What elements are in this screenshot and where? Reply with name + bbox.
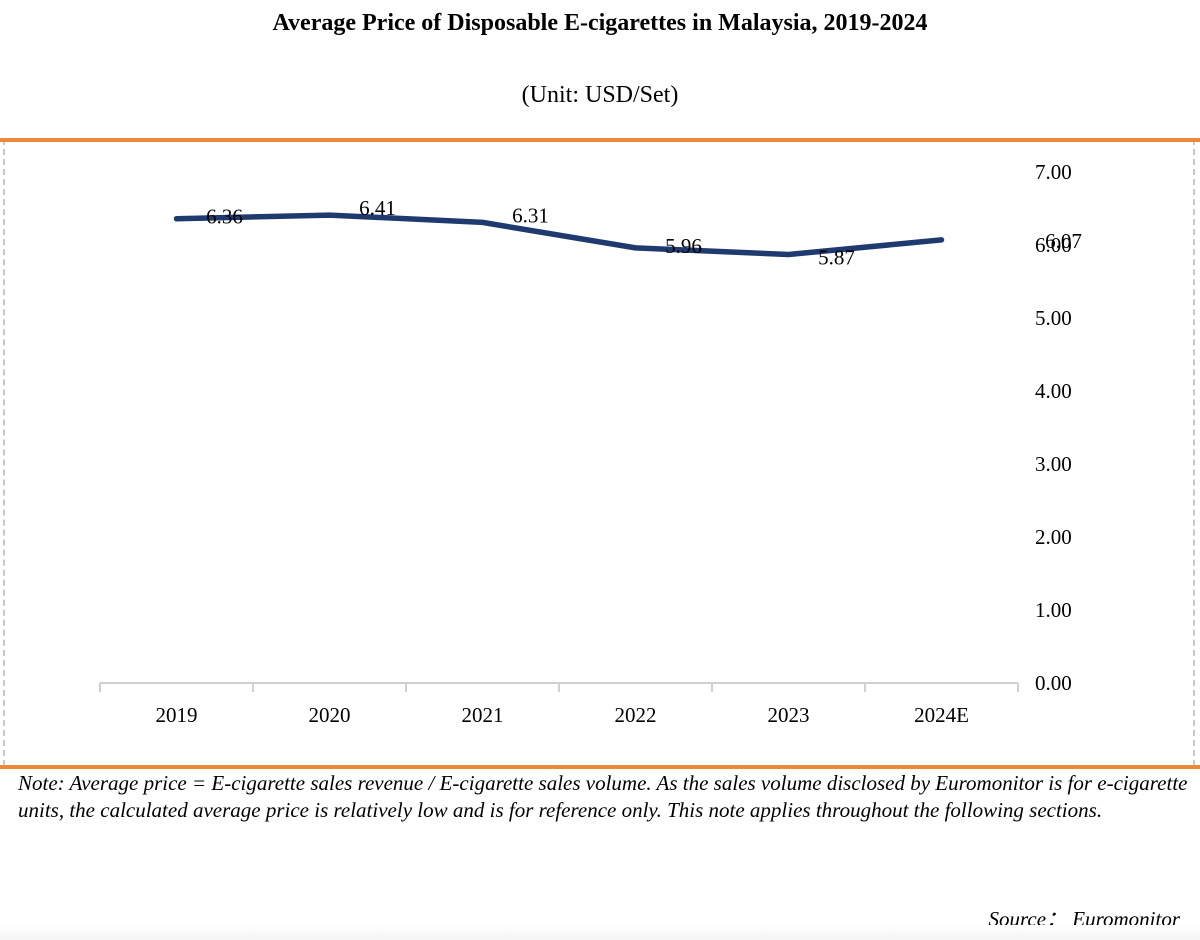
y-tick-label: 1.00 (1035, 598, 1072, 622)
bottom-accent-rule (0, 765, 1200, 769)
series-line (173, 212, 945, 258)
y-tick-label: 0.00 (1035, 671, 1072, 695)
chart-frame (3, 139, 1195, 766)
y-tick-label: 4.00 (1035, 379, 1072, 403)
x-tick-label: 2019 (156, 703, 198, 727)
series-average-price (173, 212, 945, 258)
footer-shade (0, 925, 1200, 940)
y-tick-label: 7.00 (1035, 160, 1072, 184)
x-tick-label: 2024E (914, 703, 969, 727)
data-labels: 6.36 6.41 6.31 5.96 5.87 6.07 (206, 196, 1082, 269)
x-axis: 2019 2020 2021 2022 2023 2024E (99, 682, 1019, 727)
y-tick-label: 2.00 (1035, 525, 1072, 549)
y-tick-label: 6.00 (1035, 233, 1072, 257)
x-tick-label: 2022 (615, 703, 657, 727)
x-tick-label: 2023 (768, 703, 810, 727)
data-label: 6.07 (1045, 229, 1082, 253)
chart-note: Note: Average price = E-cigarette sales … (18, 771, 1188, 822)
chart-subtitle: (Unit: USD/Set) (521, 82, 679, 108)
y-tick-label: 5.00 (1035, 306, 1072, 330)
data-label: 6.41 (359, 196, 396, 220)
data-label: 5.87 (818, 245, 855, 269)
data-label: 6.31 (512, 203, 549, 227)
y-axis: 0.00 1.00 2.00 3.00 4.00 5.00 6.00 7.00 (1035, 160, 1072, 695)
y-tick-label: 3.00 (1035, 452, 1072, 476)
data-label: 5.96 (665, 234, 702, 258)
data-label: 6.36 (206, 205, 243, 229)
top-accent-rule (0, 138, 1200, 142)
chart-title: Average Price of Disposable E-cigarettes… (272, 10, 928, 36)
x-tick-label: 2020 (309, 703, 351, 727)
x-tick-label: 2021 (462, 703, 504, 727)
